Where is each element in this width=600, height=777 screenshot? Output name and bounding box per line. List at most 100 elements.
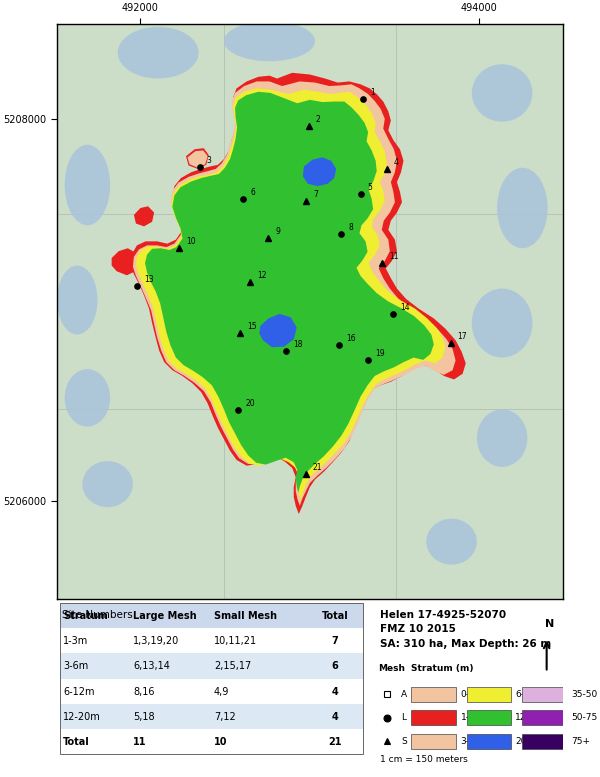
Text: 4: 4 [332, 687, 338, 697]
Text: 9: 9 [275, 227, 280, 236]
Text: A: A [401, 690, 407, 699]
Polygon shape [259, 314, 297, 347]
Text: 6-12: 6-12 [515, 690, 536, 699]
Text: 20: 20 [245, 399, 255, 409]
Text: 50-75: 50-75 [571, 713, 597, 723]
Polygon shape [186, 148, 209, 169]
Text: 14: 14 [400, 303, 410, 312]
Text: S: S [401, 737, 407, 746]
Text: Total: Total [322, 611, 349, 621]
Text: Mesh: Mesh [378, 664, 405, 674]
FancyBboxPatch shape [411, 687, 455, 702]
Text: 15: 15 [247, 322, 257, 331]
Text: Stratum: Stratum [63, 611, 108, 621]
Text: 4,9: 4,9 [214, 687, 229, 697]
Text: 1 cm = 150 meters: 1 cm = 150 meters [380, 755, 467, 764]
Text: 10: 10 [187, 237, 196, 246]
FancyBboxPatch shape [57, 604, 563, 605]
Text: L: L [401, 713, 406, 723]
Text: 17: 17 [458, 332, 467, 341]
Polygon shape [112, 249, 139, 275]
Text: 21: 21 [313, 463, 322, 472]
Text: 21: 21 [328, 737, 342, 747]
FancyBboxPatch shape [59, 628, 363, 653]
Text: Large Mesh: Large Mesh [133, 611, 197, 621]
Text: 1-3: 1-3 [461, 713, 475, 723]
Ellipse shape [472, 288, 532, 357]
Polygon shape [188, 151, 208, 168]
Ellipse shape [477, 409, 527, 467]
Text: 18: 18 [293, 340, 302, 349]
FancyBboxPatch shape [59, 603, 363, 628]
Text: 1,3,19,20: 1,3,19,20 [133, 636, 179, 646]
Ellipse shape [65, 145, 110, 225]
Text: 13: 13 [144, 274, 154, 284]
Ellipse shape [497, 168, 548, 249]
Text: 75+: 75+ [571, 737, 590, 746]
Text: 12: 12 [257, 270, 267, 280]
Polygon shape [303, 158, 336, 186]
Text: 10,11,21: 10,11,21 [214, 636, 257, 646]
Text: 3-6m: 3-6m [63, 661, 88, 671]
Ellipse shape [82, 461, 133, 507]
Text: 7: 7 [332, 636, 338, 646]
FancyBboxPatch shape [467, 710, 511, 725]
Text: 3-6: 3-6 [461, 737, 475, 746]
Text: 5: 5 [368, 183, 373, 192]
Text: 20-35: 20-35 [515, 737, 541, 746]
Ellipse shape [224, 21, 315, 61]
FancyBboxPatch shape [523, 687, 567, 702]
Polygon shape [133, 82, 455, 506]
Text: 7,12: 7,12 [214, 712, 236, 722]
FancyBboxPatch shape [59, 678, 363, 704]
Text: 8: 8 [349, 223, 353, 232]
Text: 1-3m: 1-3m [63, 636, 88, 646]
Text: 12-20m: 12-20m [63, 712, 101, 722]
FancyBboxPatch shape [59, 704, 363, 729]
Text: Small Mesh: Small Mesh [214, 611, 277, 621]
Text: 4: 4 [394, 158, 399, 167]
Text: 35-50: 35-50 [571, 690, 597, 699]
Text: 2,15,17: 2,15,17 [214, 661, 251, 671]
Polygon shape [145, 92, 434, 493]
Text: 11: 11 [133, 737, 146, 747]
Ellipse shape [472, 64, 532, 122]
Text: 12-20: 12-20 [515, 713, 541, 723]
Text: 6-12m: 6-12m [63, 687, 95, 697]
Text: N: N [545, 618, 554, 629]
FancyBboxPatch shape [523, 710, 567, 725]
Text: 4: 4 [332, 712, 338, 722]
FancyBboxPatch shape [59, 653, 363, 678]
FancyBboxPatch shape [411, 710, 455, 725]
Text: Site Numbers:: Site Numbers: [62, 610, 136, 619]
Text: 10: 10 [214, 737, 227, 747]
Text: 5,18: 5,18 [133, 712, 155, 722]
Text: 8,16: 8,16 [133, 687, 154, 697]
Text: 2: 2 [316, 115, 321, 124]
FancyBboxPatch shape [411, 733, 455, 749]
FancyBboxPatch shape [59, 729, 363, 754]
Ellipse shape [57, 266, 97, 335]
Text: Helen 17-4925-52070
FMZ 10 2015
SA: 310 ha, Max Depth: 26 m: Helen 17-4925-52070 FMZ 10 2015 SA: 310 … [380, 610, 551, 650]
Text: 1: 1 [370, 88, 375, 96]
Text: 11: 11 [389, 252, 398, 260]
Ellipse shape [426, 519, 477, 565]
FancyBboxPatch shape [467, 733, 511, 749]
Text: Stratum (m): Stratum (m) [411, 664, 473, 674]
Text: 16: 16 [346, 334, 356, 343]
Polygon shape [134, 206, 154, 226]
Polygon shape [130, 73, 466, 514]
FancyBboxPatch shape [467, 687, 511, 702]
Text: 3: 3 [207, 155, 212, 165]
Text: Total: Total [63, 737, 90, 747]
Text: 0-1: 0-1 [461, 690, 475, 699]
Text: 19: 19 [375, 350, 385, 358]
Text: 7: 7 [313, 190, 318, 199]
Text: 6: 6 [250, 188, 255, 197]
Ellipse shape [65, 369, 110, 427]
FancyBboxPatch shape [523, 733, 567, 749]
Text: 6: 6 [332, 661, 338, 671]
Text: 6,13,14: 6,13,14 [133, 661, 170, 671]
Polygon shape [136, 89, 445, 500]
Ellipse shape [118, 26, 199, 78]
